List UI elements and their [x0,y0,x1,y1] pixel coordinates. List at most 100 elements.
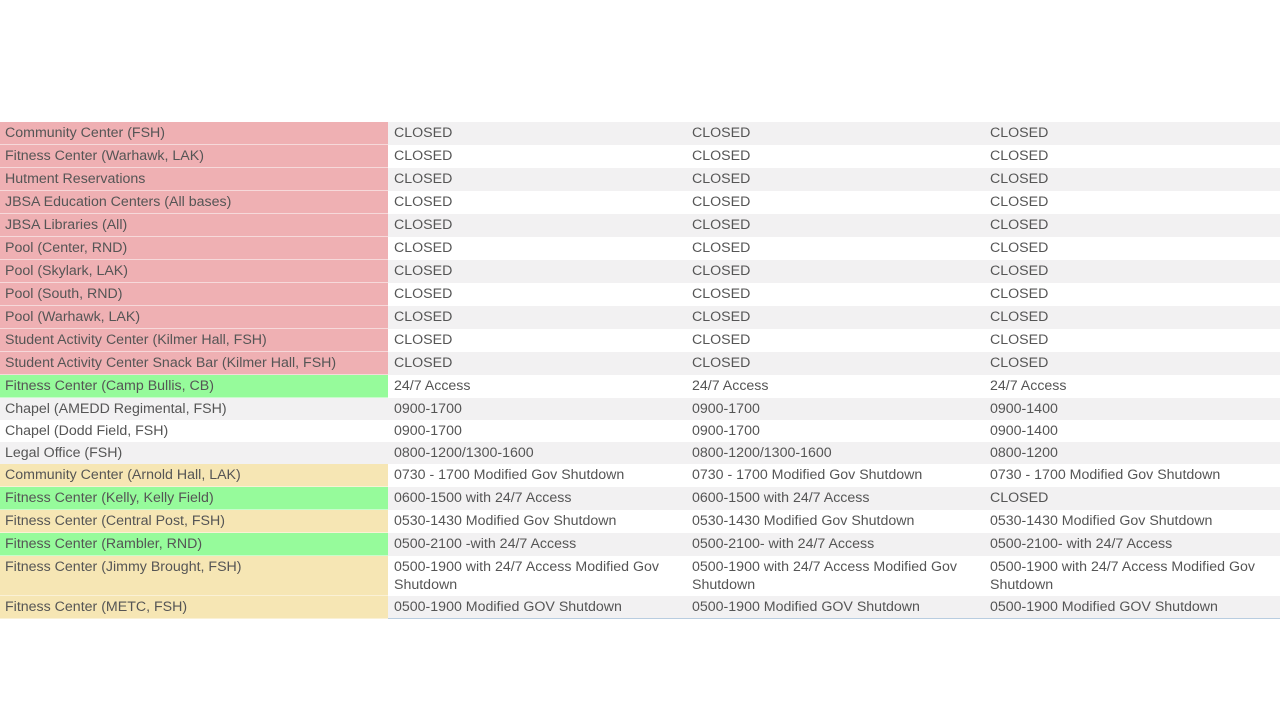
hours-cell-col3: 0800-1200 [984,442,1280,464]
hours-cell-col3: 0500-1900 with 24/7 Access Modified Gov … [984,555,1280,596]
table-row: Hutment Reservations CLOSED CLOSED CLOSED [0,167,1280,191]
table-row: Fitness Center (Warhawk, LAK) CLOSED CLOSE… [0,144,1280,168]
hours-cell-col2: CLOSED [686,122,984,145]
hours-cell-col3: CLOSED [984,213,1280,237]
hours-cell-col1: CLOSED [388,305,686,329]
table-row: Fitness Center (Camp Bullis, CB) 24/7 Acc… [0,374,1280,398]
facility-name-cell: Pool (South, RND) [0,282,388,306]
hours-cell-col1: 0730 - 1700 Modified Gov Shutdown [388,464,686,487]
table-row: Student Activity Center (Kilmer Hall, FS… [0,328,1280,352]
table-row: Chapel (AMEDD Regimental, FSH) 0900-1700 0… [0,397,1280,420]
facility-name-cell: Chapel (Dodd Field, FSH) [0,420,388,442]
hours-cell-col2: 24/7 Access [686,374,984,398]
table-row: Pool (Skylark, LAK) CLOSED CLOSED CLOSED [0,259,1280,283]
facility-name-cell: Pool (Skylark, LAK) [0,259,388,283]
hours-cell-col1: 24/7 Access [388,374,686,398]
table-row: Fitness Center (Central Post, FSH) 0530-1… [0,509,1280,533]
hours-cell-col1: 0900-1700 [388,397,686,420]
hours-cell-col2: 0530-1430 Modified Gov Shutdown [686,509,984,533]
facility-name-cell: Fitness Center (Kelly, Kelly Field) [0,486,388,510]
hours-cell-col1: CLOSED [388,122,686,145]
hours-cell-col2: 0900-1700 [686,397,984,420]
hours-cell-col3: CLOSED [984,236,1280,260]
facility-name-cell: Chapel (AMEDD Regimental, FSH) [0,397,388,420]
hours-cell-col3: 24/7 Access [984,374,1280,398]
hours-cell-col2: 0730 - 1700 Modified Gov Shutdown [686,464,984,487]
facility-name-cell: Hutment Reservations [0,167,388,191]
hours-cell-col2: CLOSED [686,305,984,329]
table-row: Pool (Center, RND) CLOSED CLOSED CLOSED [0,236,1280,260]
table-row: JBSA Education Centers (All bases) CLOSED… [0,190,1280,214]
table-row: Fitness Center (Kelly, Kelly Field) 0600-… [0,486,1280,510]
facility-name-cell: Fitness Center (Camp Bullis, CB) [0,374,388,398]
table-row: Chapel (Dodd Field, FSH) 0900-1700 0900-17… [0,420,1280,442]
facility-name-cell: Fitness Center (Central Post, FSH) [0,509,388,533]
facility-name-cell: Student Activity Center (Kilmer Hall, FS… [0,328,388,352]
hours-cell-col2: CLOSED [686,282,984,306]
hours-cell-col3: 0530-1430 Modified Gov Shutdown [984,509,1280,533]
hours-cell-col2: CLOSED [686,167,984,191]
hours-cell-col1: 0900-1700 [388,420,686,442]
hours-cell-col3: 0500-1900 Modified GOV Shutdown [984,595,1280,619]
hours-cell-col3: CLOSED [984,190,1280,214]
facility-hours-table: Community Center (FSH) CLOSED CLOSED CLOSED… [0,122,1280,619]
hours-cell-col2: CLOSED [686,144,984,168]
hours-cell-col3: 0500-2100- with 24/7 Access [984,532,1280,556]
hours-cell-col1: 0500-1900 with 24/7 Access Modified Gov … [388,555,686,596]
facility-name-cell: Student Activity Center Snack Bar (Kilme… [0,351,388,375]
facility-name-cell: JBSA Education Centers (All bases) [0,190,388,214]
hours-cell-col2: CLOSED [686,213,984,237]
table-row: Pool (Warhawk, LAK) CLOSED CLOSED CLOSED [0,305,1280,329]
hours-cell-col3: 0900-1400 [984,397,1280,420]
hours-cell-col1: CLOSED [388,144,686,168]
table-body: Community Center (FSH) CLOSED CLOSED CLOSED… [0,122,1280,619]
facility-name-cell: Fitness Center (METC, FSH) [0,595,388,619]
hours-cell-col2: 0600-1500 with 24/7 Access [686,486,984,510]
hours-cell-col1: CLOSED [388,282,686,306]
hours-cell-col2: 0500-1900 with 24/7 Access Modified Gov … [686,555,984,596]
facility-name-cell: Pool (Warhawk, LAK) [0,305,388,329]
hours-cell-col1: 0500-1900 Modified GOV Shutdown [388,595,686,619]
hours-cell-col2: 0500-1900 Modified GOV Shutdown [686,595,984,619]
table-row: Community Center (Arnold Hall, LAK) 0730 … [0,464,1280,487]
hours-cell-col1: 0530-1430 Modified Gov Shutdown [388,509,686,533]
hours-cell-col2: CLOSED [686,328,984,352]
hours-cell-col3: CLOSED [984,351,1280,375]
facility-name-cell: Community Center (Arnold Hall, LAK) [0,464,388,487]
hours-cell-col3: CLOSED [984,328,1280,352]
hours-cell-col1: CLOSED [388,190,686,214]
hours-cell-col3: CLOSED [984,282,1280,306]
hours-cell-col3: CLOSED [984,167,1280,191]
hours-cell-col2: CLOSED [686,236,984,260]
facility-name-cell: Fitness Center (Jimmy Brought, FSH) [0,555,388,596]
hours-cell-col1: CLOSED [388,259,686,283]
hours-cell-col2: CLOSED [686,259,984,283]
table-row: JBSA Libraries (All) CLOSED CLOSED CLOSED [0,213,1280,237]
facility-name-cell: Legal Office (FSH) [0,442,388,464]
table-row: Pool (South, RND) CLOSED CLOSED CLOSED [0,282,1280,306]
hours-cell-col1: 0600-1500 with 24/7 Access [388,486,686,510]
hours-cell-col2: CLOSED [686,190,984,214]
facility-name-cell: Fitness Center (Warhawk, LAK) [0,144,388,168]
hours-cell-col1: 0800-1200/1300-1600 [388,442,686,464]
hours-cell-col3: CLOSED [984,486,1280,510]
facility-name-cell: Community Center (FSH) [0,122,388,145]
table-row: Fitness Center (Jimmy Brought, FSH) 0500-… [0,555,1280,596]
hours-cell-col1: CLOSED [388,167,686,191]
hours-cell-col1: CLOSED [388,213,686,237]
hours-cell-col1: CLOSED [388,236,686,260]
hours-cell-col3: CLOSED [984,144,1280,168]
hours-cell-col2: 0800-1200/1300-1600 [686,442,984,464]
hours-cell-col3: CLOSED [984,122,1280,145]
hours-cell-col1: 0500-2100 -with 24/7 Access [388,532,686,556]
hours-cell-col1: CLOSED [388,351,686,375]
hours-cell-col2: 0900-1700 [686,420,984,442]
table-row: Fitness Center (Rambler, RND) 0500-2100 -… [0,532,1280,556]
facility-name-cell: JBSA Libraries (All) [0,213,388,237]
table-row: Fitness Center (METC, FSH) 0500-1900 Modi… [0,595,1280,619]
table-row: Community Center (FSH) CLOSED CLOSED CLOSED [0,122,1280,145]
facility-name-cell: Pool (Center, RND) [0,236,388,260]
table-row: Student Activity Center Snack Bar (Kilme… [0,351,1280,375]
hours-cell-col3: CLOSED [984,259,1280,283]
hours-cell-col3: 0730 - 1700 Modified Gov Shutdown [984,464,1280,487]
